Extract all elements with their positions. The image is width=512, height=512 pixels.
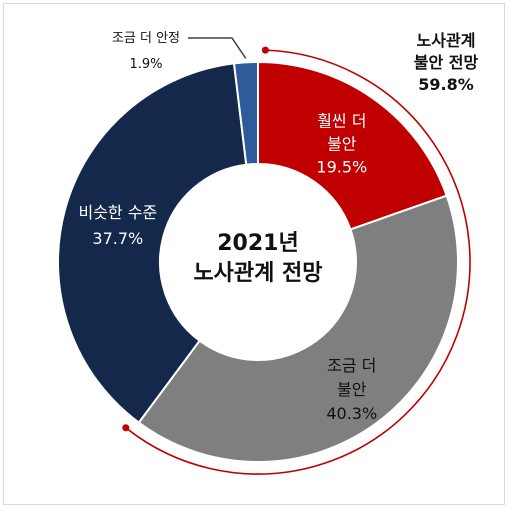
slice-4 [232, 60, 259, 166]
slice-2 [137, 194, 459, 463]
center-title-line: 2021년 [217, 231, 298, 256]
annotation-label: 불안 전망 [414, 53, 479, 72]
slice-2-label: 조금 더 [327, 356, 376, 375]
bracket-end-dot [122, 424, 130, 432]
bracket-arc [125, 49, 471, 475]
slice-2-label: 불안 [337, 380, 367, 399]
slice-4-label: 조금 더 안정 [112, 31, 180, 46]
slice-1-label: 훨씬 더 [317, 112, 366, 131]
slice-1-value: 19.5% [316, 158, 367, 177]
slice-3 [57, 62, 248, 425]
slice-1-label: 불안 [327, 135, 357, 154]
center-title-line: 노사관계 전망 [193, 261, 322, 286]
slice-4-value: 1.9% [129, 57, 162, 72]
slices [57, 60, 459, 463]
unrest-bracket [122, 46, 471, 475]
annotation-label: 노사관계 [417, 31, 476, 50]
slice-2-value: 40.3% [326, 404, 377, 423]
annotation-value: 59.8% [418, 75, 474, 94]
donut-hole [161, 165, 355, 359]
slice-1 [257, 60, 448, 231]
slice-3-label: 비슷한 수준 [78, 203, 157, 222]
chart-border [3, 3, 505, 505]
slice-4-leader [188, 37, 247, 59]
bracket-start-dot [261, 46, 269, 54]
slice-3-value: 37.7% [92, 229, 143, 248]
